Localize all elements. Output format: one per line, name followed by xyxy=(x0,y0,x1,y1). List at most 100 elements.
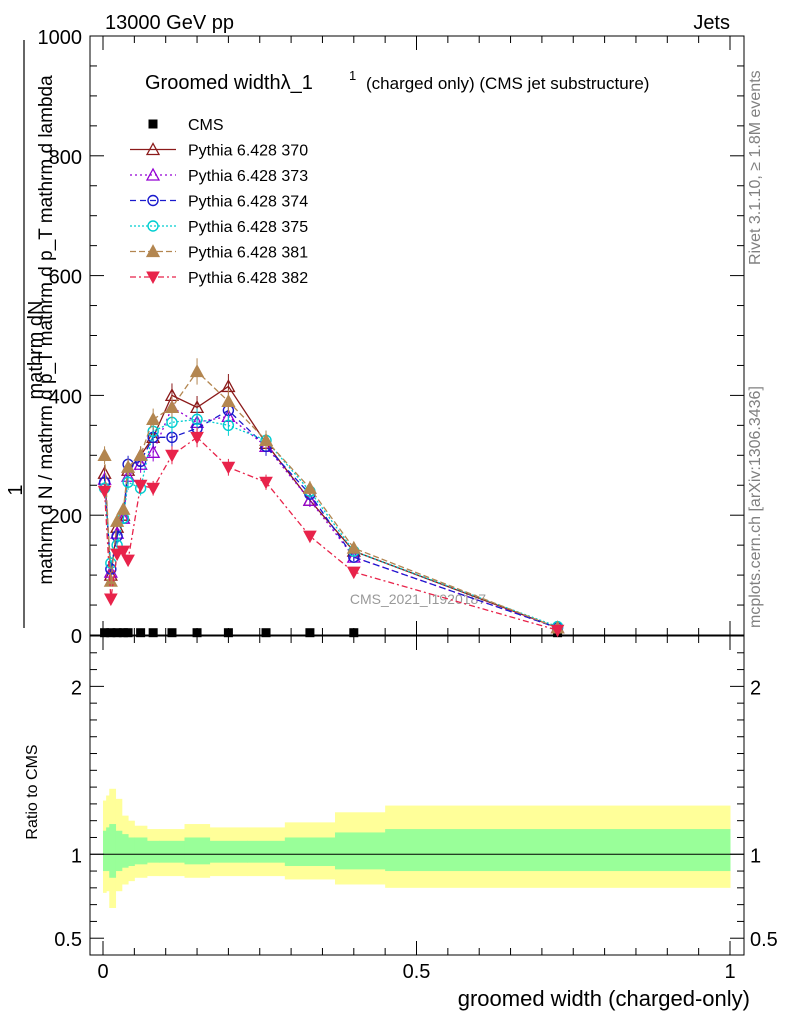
band-green-segment xyxy=(106,827,110,872)
data-point xyxy=(133,447,148,461)
data-point xyxy=(118,628,128,638)
main-ytick-label: 400 xyxy=(49,386,82,408)
data-point xyxy=(136,628,146,638)
data-point xyxy=(221,461,236,475)
data-point xyxy=(112,628,122,638)
main-ytick-label: 800 xyxy=(49,147,82,169)
data-point xyxy=(346,566,361,580)
legend-label: Pythia 6.428 374 xyxy=(188,194,308,211)
ratio-uncertainty-bands xyxy=(90,788,744,908)
band-green-segment xyxy=(146,840,160,863)
band-green-segment xyxy=(209,840,248,863)
series-2 xyxy=(97,395,565,634)
legend-marker xyxy=(147,194,159,207)
data-point xyxy=(223,628,233,638)
legend-item: Pythia 6.428 381 xyxy=(130,244,308,262)
main-ytick-label: 200 xyxy=(49,506,82,528)
band-green-segment xyxy=(134,837,148,865)
legend-item: Pythia 6.428 373 xyxy=(130,167,308,185)
data-point xyxy=(192,628,202,638)
data-point xyxy=(167,628,177,638)
header-energy: 13000 GeV pp xyxy=(105,12,234,34)
legend-marker xyxy=(145,142,161,156)
legend-label: Pythia 6.428 381 xyxy=(188,245,308,262)
data-point xyxy=(121,554,135,568)
series-line xyxy=(103,436,558,631)
ratio-frame xyxy=(89,635,745,956)
title-main: Groomed widthλ_1 xyxy=(145,72,313,94)
data-point xyxy=(122,476,134,488)
series-line xyxy=(103,385,558,629)
data-point xyxy=(97,485,112,499)
legend-item: Pythia 6.428 374 xyxy=(130,194,308,211)
analysis-watermark: CMS_2021_I1920187 xyxy=(350,591,486,607)
x-tick-label: 1 xyxy=(724,961,735,983)
data-point xyxy=(110,513,125,527)
data-point xyxy=(258,432,274,446)
legend-marker xyxy=(148,119,158,129)
legend-item: Pythia 6.428 382 xyxy=(130,270,308,287)
legend-label: Pythia 6.428 370 xyxy=(188,143,308,160)
band-green-segment xyxy=(184,837,211,865)
data-point xyxy=(302,480,318,494)
x-axis-label: groomed width (charged-only) xyxy=(458,986,750,1011)
legend-label: Pythia 6.428 382 xyxy=(188,270,308,287)
ratio-ytick-label-right: 2 xyxy=(750,677,761,699)
data-point xyxy=(133,479,148,493)
title-superscript: 1 xyxy=(349,68,356,83)
data-point xyxy=(103,593,118,607)
legend-marker xyxy=(147,220,159,232)
ratio-ytick-label: 0.5 xyxy=(54,929,82,951)
legend-item: CMS xyxy=(148,117,224,134)
rivet-version-label: Rivet 3.1.10, ≥ 1.8M events xyxy=(747,70,764,265)
legend-item: Pythia 6.428 370 xyxy=(130,142,308,160)
legend: CMS Pythia 6.428 370 Pythia 6.428 373 Pythi… xyxy=(130,117,308,287)
legend-marker xyxy=(145,167,161,181)
band-green-segment xyxy=(284,837,336,867)
mcplots-label: mcplots.cern.ch [arXiv:1306.3436] xyxy=(747,386,764,628)
data-point xyxy=(146,482,161,496)
data-point xyxy=(146,444,161,458)
data-point xyxy=(120,459,136,473)
main-y-axis-label: mathrm dN 1 mathrm d N / mathrm d p_T ma… xyxy=(5,40,57,628)
data-point xyxy=(221,394,236,408)
data-point xyxy=(191,413,203,426)
legend-label: CMS xyxy=(188,117,224,134)
band-green-segment xyxy=(128,837,135,867)
legend-item: Pythia 6.428 375 xyxy=(130,219,308,236)
band-green-segment xyxy=(247,840,286,863)
band-green-segment xyxy=(121,834,129,868)
data-point xyxy=(259,476,273,490)
data-point xyxy=(164,400,180,414)
data-point xyxy=(261,628,271,638)
series-6 xyxy=(97,427,565,638)
ylabel-one: 1 xyxy=(5,484,27,495)
series-line xyxy=(103,370,558,629)
legend-label: Pythia 6.428 373 xyxy=(188,168,308,185)
series-line xyxy=(103,418,558,628)
data-point xyxy=(189,364,205,378)
x-tick-label: 0.5 xyxy=(403,961,431,983)
band-green-segment xyxy=(109,824,117,878)
data-point xyxy=(146,412,161,426)
main-ytick-label: 600 xyxy=(49,267,82,289)
data-point xyxy=(305,628,315,638)
legend-label: Pythia 6.428 375 xyxy=(188,219,308,236)
legend-marker xyxy=(146,271,160,285)
main-ytick-label: 1000 xyxy=(38,27,83,49)
series-layer xyxy=(97,358,565,638)
data-point xyxy=(97,447,112,461)
band-green-segment xyxy=(159,840,186,863)
ratio-ytick-label-right: 1 xyxy=(750,845,761,867)
data-point xyxy=(222,419,235,432)
ratio-y-axis-label: Ratio to CMS xyxy=(24,744,41,839)
plot-title: Groomed widthλ_1 1 (charged only) (CMS j… xyxy=(145,68,649,94)
ylabel-numerator: mathrm dN xyxy=(25,301,47,400)
data-point xyxy=(302,492,318,506)
band-green-segment xyxy=(115,830,123,872)
ratio-ytick-label-right: 0.5 xyxy=(750,929,778,951)
band-green-segment xyxy=(385,829,731,872)
series-0 xyxy=(100,628,563,638)
data-point xyxy=(106,628,116,638)
